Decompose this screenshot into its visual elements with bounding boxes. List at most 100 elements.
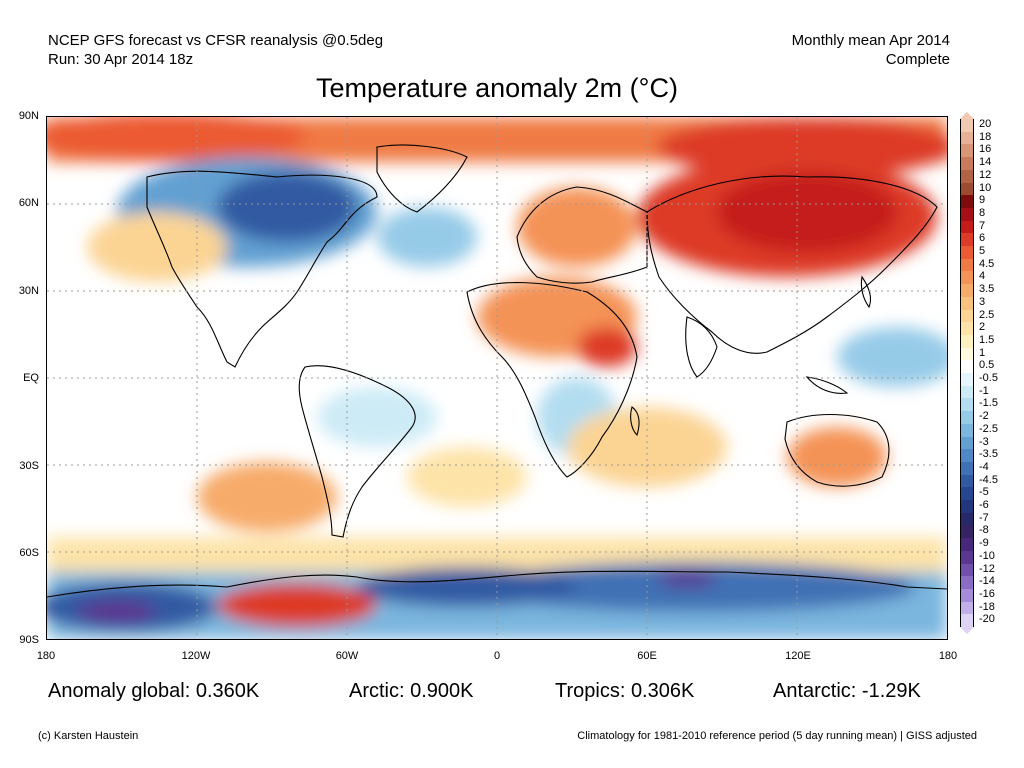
colorbar-swatch [960,246,974,260]
map-canvas [47,117,947,639]
colorbar-label: -7 [979,511,989,524]
colorbar-swatch [960,131,974,145]
colorbar-label: -3.5 [979,448,998,461]
colorbar-label: 5 [979,245,986,257]
colorbar-swatch [960,538,974,552]
colorbar-swatch [960,385,974,399]
colorbar-label: -10 [979,549,995,562]
colorbar-swatch [960,411,974,425]
lon-label-180e: 180 [938,650,958,662]
lon-label-120e: 120E [785,650,811,662]
colorbar-swatch [960,500,974,514]
colorbar-swatch [960,284,974,298]
colorbar-label: 3.5 [979,283,995,296]
colorbar-swatch [960,334,974,349]
colorbar-swatch [960,347,974,361]
colorbar-swatch [960,576,974,590]
colorbar-swatch [960,423,974,437]
colorbar-swatch [960,309,974,323]
colorbar-swatch [960,360,974,374]
colorbar-label: -9 [979,537,989,550]
lat-label-eq: EQ [23,372,39,384]
colorbar-swatch [960,550,974,564]
colorbar-label: -12 [979,562,995,575]
colorbar-swatch [960,119,974,133]
colorbar-label: -18 [979,600,995,613]
colorbar-swatch [960,195,974,209]
colorbar-min-arrow [960,627,974,634]
colorbar-label: 1.5 [979,333,995,346]
colorbar-label: -4 [979,460,989,473]
map-title: Temperature anomaly 2m (°C) [316,73,678,103]
lat-label-30s: 30S [19,460,39,472]
colorbar-label: 6 [979,232,986,245]
colorbar-label: 0.5 [979,359,995,372]
run-time: Run: 30 Apr 2014 18z [48,51,194,68]
lon-label-0: 0 [493,650,501,662]
colorbar-label: -0.5 [979,372,998,384]
colorbar-label: -3 [979,435,989,448]
colorbar-label: 9 [979,194,986,207]
colorbar-swatch [960,563,974,577]
colorbar-max-arrow [960,112,974,119]
colorbar-label: -14 [979,575,995,588]
colorbar-label: -8 [979,524,989,537]
colorbar-label: -2.5 [979,422,998,435]
header-left: NCEP GFS forecast vs CFSR reanalysis @0.… [48,31,383,69]
colorbar-swatch [960,614,974,628]
colorbar-label: 20 [979,118,992,130]
lon-label-60w: 60W [335,650,359,662]
colorbar-label: -5 [979,486,989,499]
colorbar-label: 16 [979,143,992,156]
lon-label-180w: 180 [36,650,56,662]
lat-label-60s: 60S [19,547,39,559]
colorbar-swatch [960,182,974,196]
stat-arctic: Arctic: 0.900K [349,680,474,702]
colorbar-label: -20 [979,613,995,626]
colorbar-label: 10 [979,181,992,194]
colorbar-swatch [960,157,974,171]
colorbar-label: 18 [979,130,992,143]
colorbar-swatch [960,487,974,501]
colorbar-swatch [960,474,974,488]
colorbar-swatch [960,207,974,222]
colorbar-swatch [960,588,974,603]
colorbar-swatch [960,322,974,336]
colorbar-swatch [960,398,974,412]
colorbar-swatch [960,220,974,234]
colorbar-swatch [960,233,974,247]
lon-label-120w: 120W [181,650,211,662]
header-right: Monthly mean Apr 2014 Complete [792,31,950,69]
stat-global: Anomaly global: 0.360K [48,680,260,702]
lat-label-90s: 90S [19,634,39,646]
credit: (c) Karsten Haustein [38,730,139,742]
colorbar-label: 3 [979,295,986,308]
colorbar-label: -4.5 [979,473,998,486]
colorbar-swatch [960,525,974,539]
colorbar-label: 14 [979,156,992,169]
anomaly-map [46,116,948,640]
colorbar-label: 7 [979,219,986,232]
completion-status: Complete [885,51,950,68]
colorbar-label: 2 [979,321,986,334]
colorbar-swatch [960,373,974,387]
model-description: NCEP GFS forecast vs CFSR reanalysis @0.… [48,32,384,49]
stat-antarctic: Antarctic: -1.29K [773,680,921,702]
colorbar-label: 4.5 [979,257,995,270]
lat-label-60n: 60N [18,197,39,209]
colorbar-label: 4 [979,270,986,283]
colorbar-label: -16 [979,587,995,600]
period-label: Monthly mean Apr 2014 [791,32,950,49]
colorbar-label: 1 [979,346,986,359]
colorbar-label: 2.5 [979,308,995,321]
colorbar-swatch [960,449,974,463]
colorbar-swatch [960,436,974,450]
colorbar-swatch [960,601,974,615]
colorbar-swatch [960,512,974,526]
colorbar-swatch [960,169,974,183]
colorbar-label: -1 [979,384,989,397]
lat-label-30n: 30N [18,285,39,297]
colorbar-label: -2 [979,410,989,423]
colorbar-swatch [960,271,974,285]
lon-label-60e: 60E [637,650,657,662]
